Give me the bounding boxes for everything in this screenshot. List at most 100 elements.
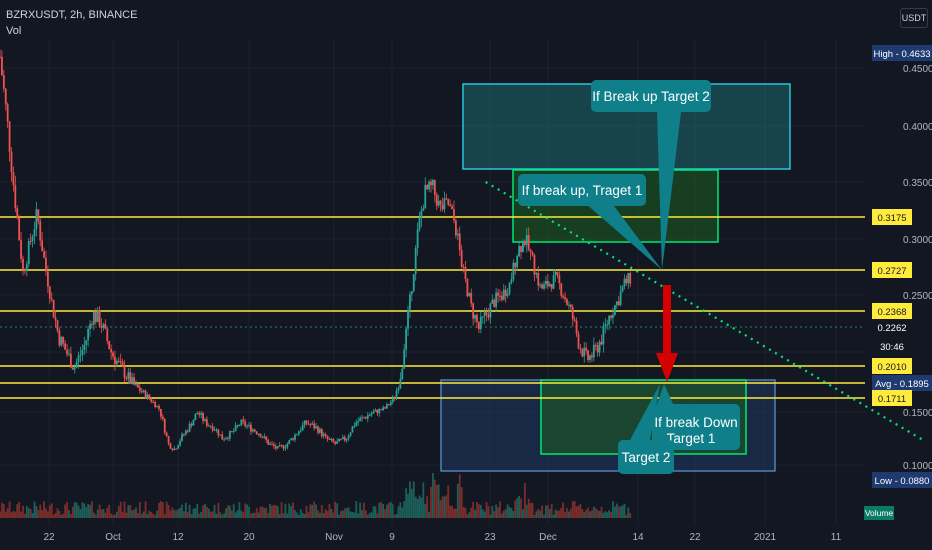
candle-body: [407, 309, 409, 329]
volume-bar: [138, 502, 141, 518]
time-tick-label: Oct: [105, 532, 121, 543]
candle-body: [418, 218, 421, 230]
candle-body: [441, 204, 444, 210]
high-price-label: High - 0.4633: [873, 49, 930, 60]
volume-bar: [382, 503, 385, 518]
volume-bar: [232, 504, 235, 518]
volume-bar: [85, 507, 88, 518]
callout-target-2-text: Target 2: [622, 450, 671, 465]
volume-bar: [606, 512, 609, 518]
candle-body: [623, 278, 626, 286]
candle-body: [4, 88, 7, 105]
candle-body: [384, 407, 386, 409]
candle-body: [221, 434, 224, 440]
volume-bar: [211, 511, 214, 518]
candle-body: [514, 262, 517, 268]
volume-bar: [25, 505, 28, 518]
candle-body: [125, 378, 128, 380]
volume-bar: [1, 502, 3, 518]
volume-bar: [338, 514, 340, 518]
candle-body: [489, 303, 492, 318]
volume-bar: [83, 503, 86, 518]
volume-bar: [219, 512, 222, 518]
candle-body: [554, 271, 557, 276]
candle-body: [443, 198, 446, 210]
candle-body: [541, 284, 543, 289]
volume-bar: [303, 514, 306, 518]
volume-bar: [6, 508, 9, 518]
volume-bar: [619, 506, 622, 518]
volume-bar: [114, 514, 116, 518]
candle-body: [562, 295, 565, 298]
candle-body: [22, 258, 24, 270]
candle-body: [546, 280, 549, 287]
level-price-label-bg: [872, 209, 912, 225]
volume-bar: [274, 505, 277, 518]
volume-bar: [615, 503, 618, 518]
volume-bar: [600, 506, 603, 518]
candle-body: [462, 266, 465, 268]
candle-body: [276, 446, 279, 449]
candle-body: [430, 181, 432, 186]
candle-body: [376, 409, 379, 414]
candle-body: [121, 361, 124, 366]
volume-bar: [106, 507, 109, 518]
candle-body: [215, 429, 218, 431]
volume-bar: [502, 510, 505, 518]
level-price-label: 0.3175: [877, 213, 906, 224]
candle-body: [299, 430, 302, 432]
candle-body: [269, 443, 271, 445]
volume-bar: [250, 513, 252, 518]
volume-bar: [8, 501, 11, 518]
candle-body: [33, 228, 36, 237]
currency-button[interactable]: USDT: [900, 8, 928, 28]
candle-body: [248, 424, 250, 426]
volume-bar: [194, 508, 197, 518]
candle-body: [282, 445, 285, 449]
candle-body: [146, 394, 149, 399]
volume-bar: [313, 501, 316, 518]
time-tick-label: 22: [43, 532, 55, 543]
volume-bar: [18, 502, 21, 518]
candle-body: [73, 367, 76, 370]
volume-bar: [202, 505, 204, 518]
volume-bar: [234, 512, 237, 518]
candle-body: [608, 315, 611, 325]
candle-body: [598, 341, 601, 353]
candle-body: [24, 269, 26, 272]
volume-bar: [347, 507, 350, 518]
volume-bar: [527, 498, 530, 518]
candle-body: [89, 324, 91, 330]
candle-body: [451, 206, 453, 210]
volume-bar: [265, 507, 268, 518]
price-axis[interactable]: 0.4500 0.4000 0.3500 0.3000 0.2500 0.1500 0.10…: [864, 45, 932, 520]
candle-body: [405, 328, 407, 350]
volume-bar: [445, 495, 448, 518]
time-axis[interactable]: 22 Oct 12 20 Nov 9 23 Dec 14 22 2021 11: [43, 532, 841, 543]
candle-body: [108, 341, 111, 350]
volume-bar: [610, 511, 612, 518]
volume-bar: [263, 507, 266, 518]
candle-body: [278, 445, 281, 447]
volume-bar: [146, 514, 149, 518]
volume-bar: [158, 502, 160, 518]
candle-body: [523, 241, 526, 245]
volume-bar: [119, 501, 122, 518]
candle-body: [294, 434, 296, 440]
candle-body: [466, 279, 469, 297]
volume-indicator-label[interactable]: Vol: [6, 25, 22, 37]
volume-bar: [41, 509, 44, 518]
candle-body: [409, 294, 411, 310]
candle-body: [318, 429, 321, 433]
candle-body: [422, 208, 425, 211]
callout-break-up-target-1-box: [518, 174, 646, 206]
volume-bar: [115, 511, 118, 518]
candle-body: [592, 344, 595, 358]
volume-bar: [407, 493, 409, 518]
volume-bar: [518, 495, 521, 518]
volume-bar: [334, 501, 337, 518]
volume-bar: [173, 510, 176, 518]
countdown-label: 30:46: [880, 342, 904, 353]
volume-bar: [320, 505, 323, 518]
